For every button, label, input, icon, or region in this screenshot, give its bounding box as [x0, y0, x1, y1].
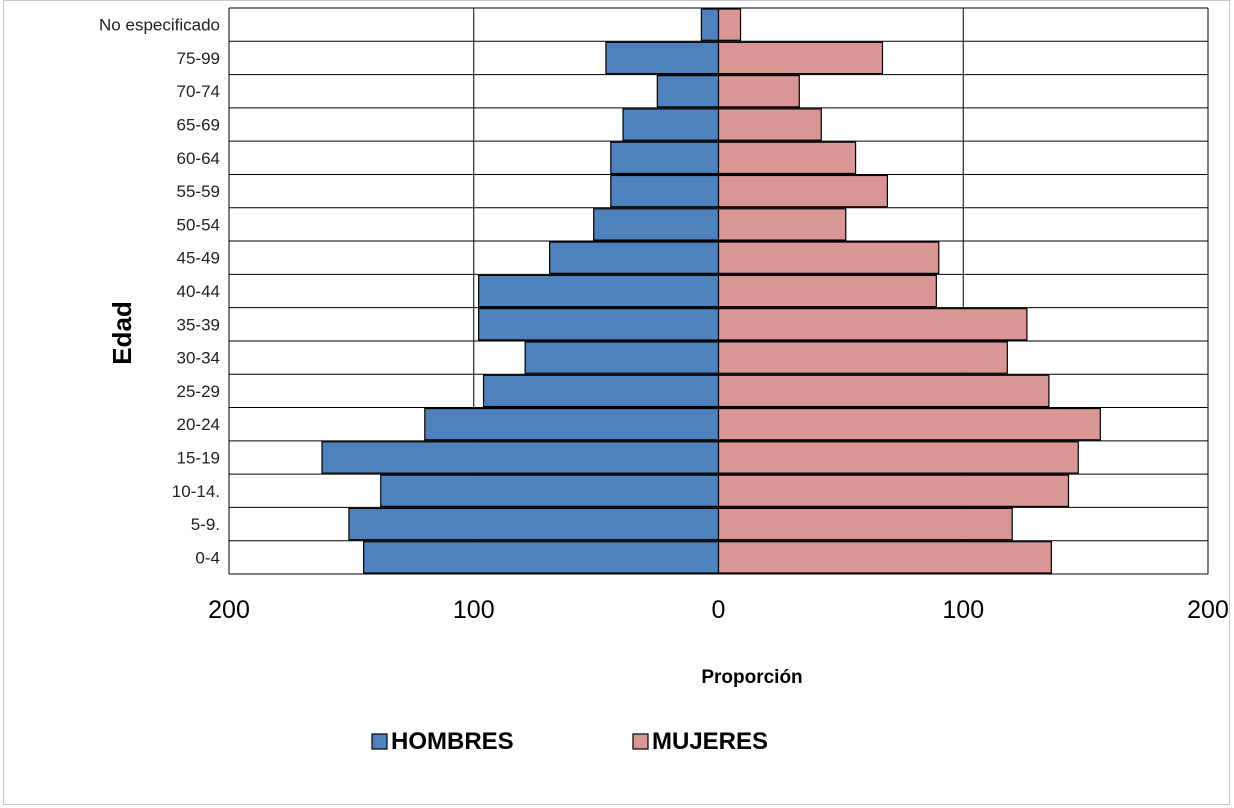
bar-hombres-55-59	[610, 174, 720, 208]
bar-hombres-40-44	[478, 274, 720, 308]
bar-mujeres-70-74	[717, 74, 800, 108]
bar-hombres-15-19	[321, 441, 720, 474]
y-tick-label: 55-59	[177, 182, 220, 201]
y-tick-label: 75-99	[177, 49, 220, 68]
legend-swatch-mujeres	[632, 733, 649, 750]
bar-hombres-25-29	[482, 374, 720, 408]
bar-mujeres-10-14.	[717, 474, 1070, 508]
y-tick-label: 45-49	[177, 249, 220, 268]
bar-hombres-10-14.	[380, 474, 720, 508]
bar-mujeres-40-44	[717, 274, 937, 308]
y-tick-label: 70-74	[177, 82, 220, 101]
y-tick-label: 5-9.	[191, 515, 220, 534]
bar-hombres-50-54	[593, 208, 720, 241]
x-tick-label: 100	[942, 596, 984, 624]
legend-label-hombres: HOMBRES	[391, 728, 514, 755]
y-tick-label: 10-14.	[172, 482, 220, 501]
bar-mujeres-30-34	[717, 341, 1008, 374]
bar-hombres-5-9.	[348, 507, 720, 541]
bar-hombres-70-74	[656, 74, 720, 108]
y-tick-label: 0-4	[195, 548, 220, 567]
legend-swatch-hombres	[371, 733, 388, 750]
bar-hombres-0-4	[363, 541, 720, 574]
bars	[321, 8, 1101, 574]
y-tick-labels: 0-4 5-9. 10-14. 15-19 20-24 25-29 30-34 35-39 40…	[99, 16, 220, 568]
y-tick-label: 50-54	[177, 215, 220, 234]
legend: HOMBRES MUJERES	[371, 728, 768, 755]
y-tick-label: 30-34	[177, 349, 220, 368]
y-tick-label: 25-29	[177, 382, 220, 401]
bar-hombres-75-99	[605, 41, 720, 75]
y-tick-label: 60-64	[177, 149, 220, 168]
bar-mujeres-5-9.	[717, 507, 1013, 541]
x-tick-labels: 200 100 0 100 200	[208, 596, 1229, 624]
bar-mujeres-75-99	[717, 41, 884, 75]
bar-mujeres-35-39	[717, 308, 1028, 341]
y-tick-label: 20-24	[177, 415, 220, 434]
bar-mujeres-50-54	[717, 208, 847, 241]
bar-mujeres-15-19	[717, 441, 1079, 474]
bar-mujeres-20-24	[717, 407, 1101, 441]
bar-mujeres-45-49	[717, 241, 940, 274]
legend-label-mujeres: MUJERES	[652, 728, 768, 755]
x-tick-label: 200	[1187, 596, 1229, 624]
bar-hombres-20-24	[424, 407, 720, 441]
x-tick-label: 100	[453, 596, 495, 624]
bar-hombres-45-49	[549, 241, 720, 274]
y-tick-label: 15-19	[177, 448, 220, 467]
x-axis-label: Proporción	[701, 667, 802, 688]
y-tick-label: 40-44	[177, 282, 220, 301]
y-axis-label: Edad	[107, 301, 137, 365]
bar-mujeres-0-4	[717, 541, 1052, 574]
x-tick-label: 200	[208, 596, 250, 624]
y-tick-label: 65-69	[177, 116, 220, 135]
bar-hombres-30-34	[524, 341, 720, 374]
bar-mujeres-55-59	[717, 174, 888, 208]
y-tick-label: No especificado	[99, 16, 220, 35]
bar-mujeres-25-29	[717, 374, 1050, 408]
y-tick-label: 35-39	[177, 315, 220, 334]
x-tick-label: 0	[712, 596, 726, 624]
bar-mujeres-65-69	[717, 108, 822, 141]
bar-hombres-35-39	[478, 308, 720, 341]
bar-hombres-No especificado	[700, 8, 720, 41]
bar-hombres-60-64	[610, 141, 720, 175]
bar-hombres-65-69	[622, 108, 720, 141]
bar-mujeres-60-64	[717, 141, 857, 175]
bar-mujeres-No especificado	[717, 8, 742, 41]
